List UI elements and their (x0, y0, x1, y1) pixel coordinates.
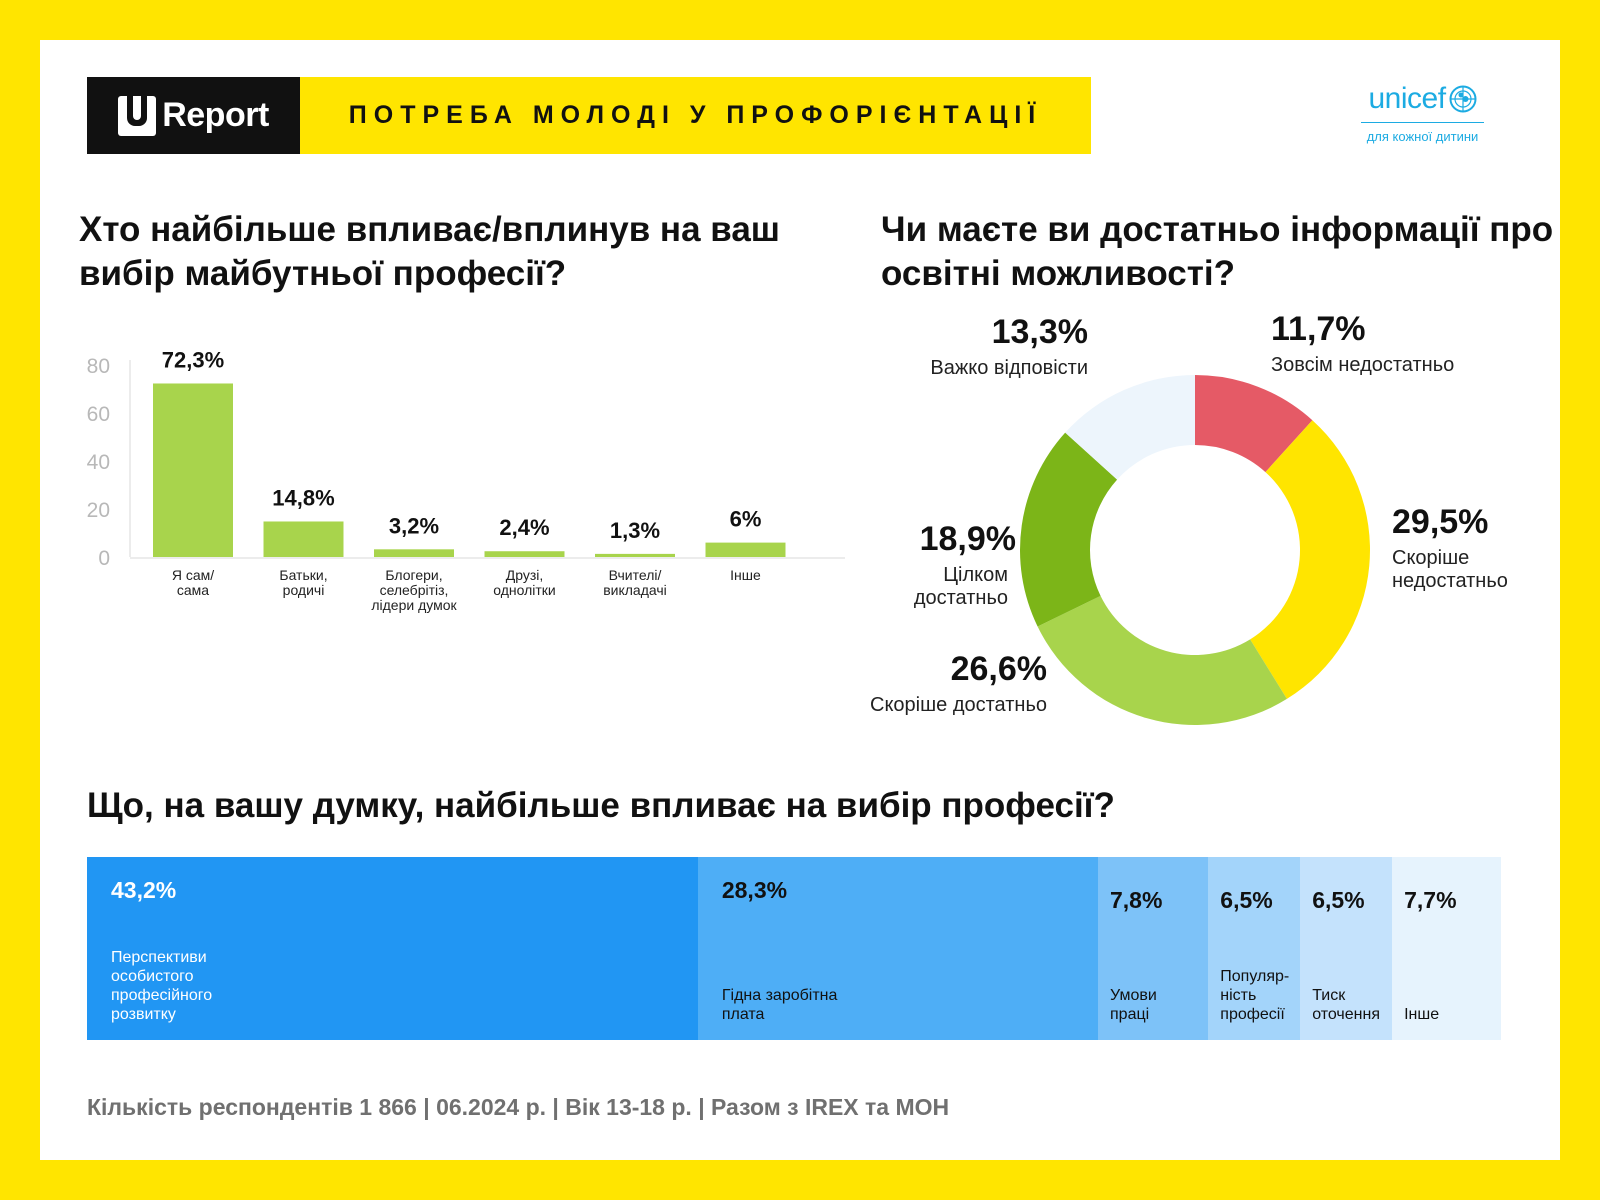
unicef-logo: unicef для кожної дитини (1355, 82, 1490, 144)
question-1-title: Хто найбільше впливає/вплинув на ваш виб… (79, 210, 780, 293)
category-label: викладачі (603, 582, 667, 598)
slice-value-label: 11,7% (1271, 310, 1366, 348)
y-tick-label: 60 (87, 403, 110, 426)
segment-category-label: Тиск оточення (1312, 987, 1380, 1023)
bar (153, 383, 233, 557)
slice-category-label: Скоріше достатньо (870, 694, 1047, 716)
segment-value-label: 43,2% (111, 877, 177, 903)
ureport-u-icon (118, 95, 157, 136)
segment-category-label: Гідна заробітна плата (721, 987, 838, 1023)
bar (595, 553, 675, 557)
bar (484, 551, 565, 557)
category-label: Я сам/ (172, 567, 214, 583)
category-label: Батьки, (279, 567, 327, 583)
unicef-tagline: для кожної дитини (1366, 129, 1479, 144)
category-label: однолітки (493, 582, 556, 598)
bar-value-label: 3,2% (389, 513, 439, 538)
donut-slice (1065, 375, 1195, 480)
category-label: Інше (730, 567, 761, 583)
stack-segment: 43,2% Перспективи особистого професійного… (87, 857, 698, 1040)
question-3-title: Що, на вашу думку, найбільше впливає на … (87, 786, 1115, 825)
slice-category-label: Важко відповісти (930, 357, 1088, 379)
segment-value-label: 7,7% (1404, 887, 1457, 913)
ureport-logo: Report (87, 77, 300, 154)
category-label: селебрітіз, (380, 582, 449, 598)
bar-value-label: 14,8% (272, 485, 334, 510)
footer-note: Кількість респондентів 1 866 | 06.2024 р… (87, 1094, 950, 1120)
segment-category-label: Популяр-ність професії (1220, 968, 1290, 1023)
category-label: Вчителі/ (609, 567, 662, 583)
y-tick-label: 40 (87, 451, 110, 474)
donut-slice (1037, 595, 1287, 725)
page-title: ПОТРЕБА МОЛОДІ У ПРОФОРІЄНТАЦІЇ (348, 101, 1043, 129)
segment-value-label: 6,5% (1220, 887, 1273, 913)
bar (374, 549, 454, 557)
stack-segment: 28,3% Гідна заробітна плата (697, 857, 1098, 1040)
slice-category-label: недостатньо (1392, 570, 1508, 592)
slice-value-label: 29,5% (1392, 503, 1488, 541)
bar (263, 521, 344, 557)
category-label: лідери думок (371, 597, 457, 613)
segment-category-label: Умови праці (1110, 987, 1157, 1023)
stack-segment: 7,7% Інше (1392, 857, 1501, 1040)
slice-value-label: 18,9% (920, 520, 1016, 558)
y-tick-label: 80 (87, 355, 110, 378)
bar (705, 542, 786, 557)
unicef-globe-icon (1449, 85, 1477, 113)
donut-slice (1195, 375, 1313, 473)
stack-segment: 6,5% Тиск оточення (1300, 857, 1393, 1040)
slice-category-label: Зовсім недостатньо (1271, 354, 1454, 376)
bar-value-label: 2,4% (499, 515, 549, 540)
slice-category-label: Скоріше (1392, 547, 1469, 569)
slice-category-label: Цілком (943, 564, 1008, 586)
category-label: сама (177, 582, 209, 598)
influence-bar-chart: 0 20 40 60 80 72,3% Я сам/сама 14,8% Батьки,роди… (87, 347, 845, 613)
bar-value-label: 1,3% (610, 518, 660, 543)
unicef-wordmark: unicef (1368, 82, 1446, 115)
donut-slice (1250, 420, 1370, 699)
information-donut-chart: 11,7% Зовсім недостатньо 29,5% Скорішенедос… (870, 310, 1508, 725)
header-banner: Report ПОТРЕБА МОЛОДІ У ПРОФОРІЄНТАЦІЇ (87, 77, 1091, 154)
segment-value-label: 28,3% (721, 877, 788, 903)
category-label: Блогери, (385, 567, 442, 583)
bar-value-label: 72,3% (162, 347, 224, 372)
segment-category-label: Перспективи особистого професійного розв… (111, 949, 213, 1023)
header-title-box: ПОТРЕБА МОЛОДІ У ПРОФОРІЄНТАЦІЇ (300, 77, 1091, 154)
slice-category-label: достатньо (914, 587, 1008, 609)
y-tick-label: 0 (98, 547, 110, 570)
y-tick-label: 20 (87, 499, 110, 522)
unicef-divider (1361, 122, 1484, 123)
segment-category-label: Інше (1404, 1006, 1440, 1023)
category-label: родичі (283, 582, 325, 598)
slice-value-label: 26,6% (951, 650, 1047, 688)
bar-value-label: 6% (730, 507, 762, 532)
question-2-title: Чи маєте ви достатньо інформації про осв… (881, 210, 1554, 293)
category-label: Друзі, (506, 567, 544, 583)
stack-segment: 6,5% Популяр-ність професії (1208, 857, 1301, 1040)
donut-slice (1020, 432, 1118, 627)
segment-value-label: 6,5% (1312, 887, 1365, 913)
segment-value-label: 7,8% (1110, 887, 1163, 913)
ureport-logo-text: Report (162, 96, 269, 134)
stack-segment: 7,8% Умови праці (1098, 857, 1209, 1040)
factors-stacked-bar: 43,2% Перспективи особистого професійного… (87, 857, 1501, 1040)
slice-value-label: 13,3% (992, 313, 1088, 351)
